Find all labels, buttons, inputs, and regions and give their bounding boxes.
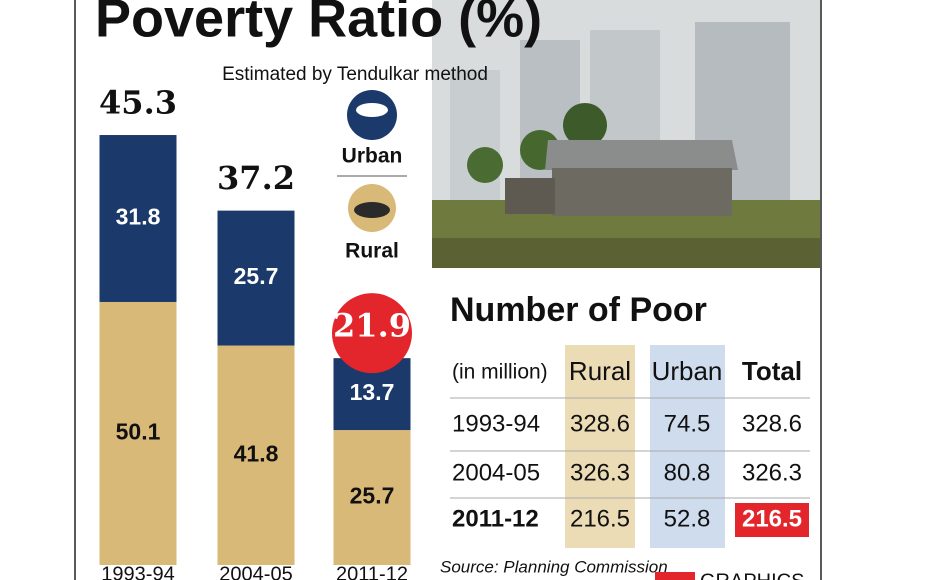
bar-segment (217, 345, 295, 565)
legend-label: Urban (342, 145, 403, 168)
total-label: 37.2 (217, 159, 295, 197)
chart-title: Poverty Ratio (%) (95, 0, 542, 48)
table-cell: 1993-94 (452, 410, 540, 437)
table-cell: 2004-05 (452, 459, 540, 486)
chart-subtitle: Estimated by Tendulkar method (222, 64, 488, 85)
x-tick-label: 1993-94 (101, 563, 174, 580)
table-header: Urban (652, 356, 723, 386)
total-label: 45.3 (99, 84, 177, 122)
source: Source: Planning Commission (440, 557, 668, 576)
urban-column-bg (650, 345, 725, 548)
bar-segment (333, 430, 411, 565)
table-cell: 328.6 (742, 410, 802, 437)
table-header: Total (742, 356, 802, 386)
bar-segment (99, 135, 177, 302)
credit-logo (655, 572, 695, 580)
rural-column-bg (565, 345, 635, 548)
table-header: (in million) (452, 361, 548, 384)
value-label: 25.7 (350, 483, 395, 509)
bar-segment (99, 301, 177, 565)
value-label: 25.7 (234, 263, 279, 289)
value-label: 13.7 (350, 379, 395, 405)
x-tick-label: 2011-12 (336, 563, 408, 580)
legend-icon-rural-detail (354, 202, 390, 218)
highlight-box (735, 503, 809, 537)
credit: GRAPHICS (700, 570, 804, 580)
table-cell: 326.3 (570, 459, 630, 486)
legend-label: Rural (345, 240, 399, 263)
table: Number of Poor (in million) Rural Urban Tot… (450, 291, 810, 548)
table-cell: 326.3 (742, 459, 802, 486)
table-cell: 52.8 (664, 505, 711, 532)
table-cell: 74.5 (664, 410, 711, 437)
legend-icon-urban-detail (356, 103, 388, 117)
photo (432, 0, 820, 268)
table-header: Rural (569, 356, 631, 386)
table-cell: 2011-12 (452, 505, 539, 532)
table-title: Number of Poor (450, 291, 707, 329)
bar-segment (217, 210, 295, 346)
total-highlight (332, 293, 412, 374)
table-cell: 80.8 (664, 459, 711, 486)
value-label: 31.8 (116, 204, 161, 230)
value-label: 41.8 (234, 440, 279, 466)
table-cell: 328.6 (570, 410, 630, 437)
total-label: 21.9 (333, 307, 411, 345)
value-label: 50.1 (116, 419, 161, 445)
table-cell: 216.5 (570, 505, 630, 532)
x-tick-label: 2004-05 (219, 563, 292, 580)
table-cell: 216.5 (742, 505, 802, 532)
